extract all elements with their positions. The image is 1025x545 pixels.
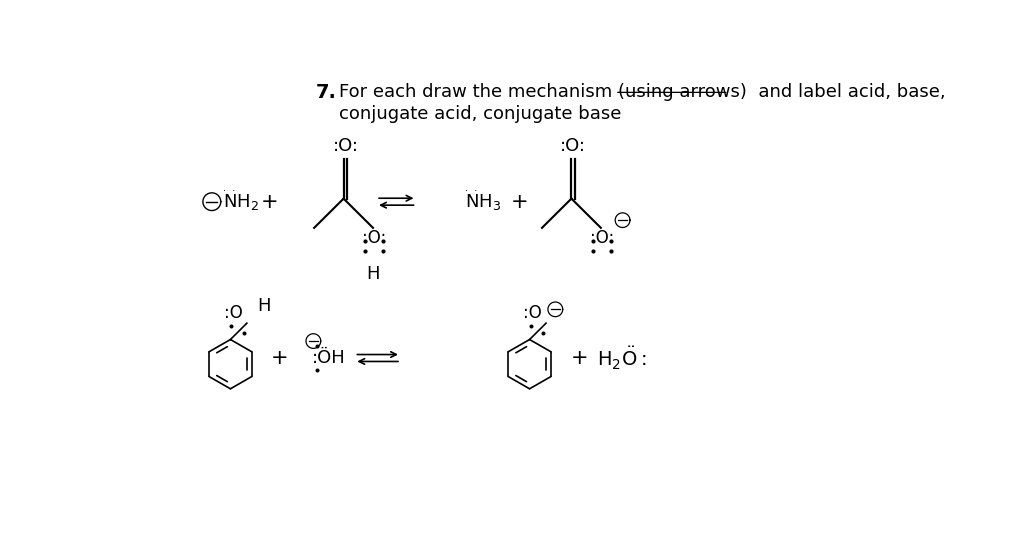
Text: +: + <box>260 192 278 211</box>
Text: $\mathrm{NH_2}$: $\mathrm{NH_2}$ <box>222 192 258 211</box>
Text: :ÖH: :ÖH <box>312 349 345 367</box>
Text: H: H <box>366 265 380 283</box>
Text: .  .: . . <box>222 183 235 193</box>
Text: :O:: :O: <box>589 229 614 247</box>
Text: conjugate acid, conjugate base: conjugate acid, conjugate base <box>339 105 621 123</box>
Text: +: + <box>570 348 588 368</box>
Text: :O:: :O: <box>561 137 586 155</box>
Text: +: + <box>271 348 288 368</box>
Text: .  .: . . <box>465 183 478 193</box>
Text: H: H <box>257 298 272 316</box>
Text: $\mathrm{H_2\ddot{O}:}$: $\mathrm{H_2\ddot{O}:}$ <box>597 344 647 372</box>
Text: :O: :O <box>224 305 243 323</box>
Text: +: + <box>510 192 528 211</box>
Text: 7.: 7. <box>316 83 336 102</box>
Text: $\mathrm{NH_3}$: $\mathrm{NH_3}$ <box>465 192 501 211</box>
Text: :O:: :O: <box>362 229 386 247</box>
Text: :O: :O <box>524 305 542 323</box>
Text: For each draw the mechanism (using arrows)  and label acid, base,: For each draw the mechanism (using arrow… <box>339 83 945 101</box>
Text: :O:: :O: <box>332 137 359 155</box>
